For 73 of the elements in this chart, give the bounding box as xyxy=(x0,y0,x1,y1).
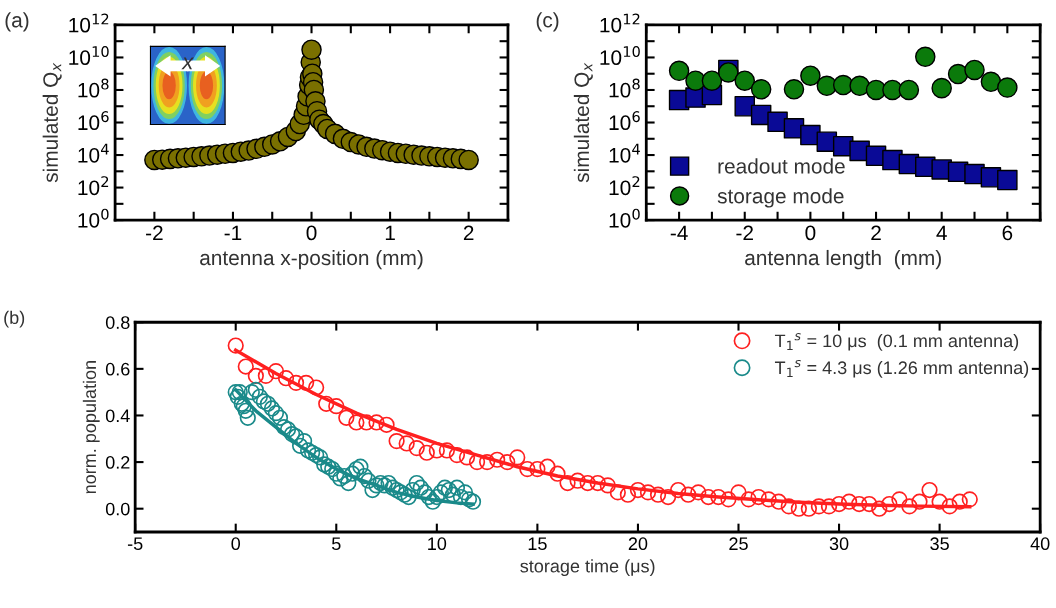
x-tick-label: -2 xyxy=(736,225,753,241)
x-tick-label: 20 xyxy=(628,537,648,551)
x-tick-label: 5 xyxy=(331,537,341,551)
x-tick-label: -1 xyxy=(224,225,242,241)
x-axis-title: antenna x-position (mm) xyxy=(200,249,423,270)
point xyxy=(783,79,805,100)
y-tick-label: 10$^{0}$ xyxy=(609,208,640,228)
x-tick-label: 0 xyxy=(306,225,317,241)
point xyxy=(734,95,756,117)
point xyxy=(898,79,920,101)
y-tick-label: 10$^{2}$ xyxy=(78,176,109,196)
point xyxy=(458,149,479,171)
x-tick-label: 25 xyxy=(729,537,748,551)
y-tick-label: 0.2 xyxy=(105,456,130,469)
legend-label: readout mode xyxy=(718,158,845,174)
legend-label: storage mode xyxy=(717,188,844,208)
legend-label: T$_{1}$$^{s}$ = 10 μs (0.1 mm antenna) xyxy=(774,333,1019,351)
x-tick-label: -2 xyxy=(146,225,163,241)
y-axis-title: simulated Q$_{x}$ xyxy=(42,62,62,183)
point xyxy=(668,60,690,82)
x-tick-label: 10 xyxy=(428,537,447,551)
point xyxy=(849,75,870,97)
y-tick-label: 10$^{8}$ xyxy=(609,78,640,98)
x-tick-label: 40 xyxy=(1030,537,1050,551)
y-tick-label: 0.4 xyxy=(105,409,130,423)
x-tick-label: 4 xyxy=(936,225,947,241)
point xyxy=(832,74,854,96)
text: (a) xyxy=(5,12,29,32)
y-tick-label: 10$^{6}$ xyxy=(609,111,640,131)
point xyxy=(931,77,952,99)
x-tick-label: 1 xyxy=(385,225,395,241)
x-tick-label: 6 xyxy=(1002,225,1013,241)
x-tick-label: 15 xyxy=(528,537,547,551)
point xyxy=(980,71,1002,93)
x-tick-label: 35 xyxy=(930,537,949,551)
y-tick-label: 10$^{8}$ xyxy=(78,78,109,98)
x-tick-label: 0 xyxy=(231,537,241,551)
text: (b) xyxy=(4,310,25,328)
y-tick-label: 0.8 xyxy=(105,316,130,329)
y-tick-label: 10$^{6}$ xyxy=(78,111,109,131)
x-tick-label: 2 xyxy=(871,225,881,241)
y-tick-label: 10$^{12}$ xyxy=(600,13,640,33)
y-axis-title: simulated Q$_{x}$ xyxy=(573,62,593,183)
x-tick-label: -5 xyxy=(127,537,143,551)
y-tick-label: 10$^{0}$ xyxy=(78,208,109,228)
x-tick-label: 0 xyxy=(805,225,816,241)
point xyxy=(301,39,322,60)
y-tick-label: 10$^{10}$ xyxy=(69,46,109,66)
point xyxy=(997,77,1018,98)
y-tick-label: 0.0 xyxy=(105,502,130,516)
y-tick-label: 10$^{10}$ xyxy=(600,46,640,66)
y-tick-label: 10$^{2}$ xyxy=(609,176,640,196)
point xyxy=(800,65,821,86)
point xyxy=(701,70,723,92)
point xyxy=(997,169,1018,191)
point xyxy=(964,59,985,81)
x-tick-label: 30 xyxy=(829,537,849,551)
x-axis-title: antenna length (mm) xyxy=(745,249,941,270)
legend-label: T$_{1}$$^{s}$ = 4.3 μs (1.26 mm antenna) xyxy=(774,359,1029,378)
point xyxy=(734,70,756,92)
x-axis-title: storage time (μs) xyxy=(520,559,655,577)
y-tick-label: 10$^{4}$ xyxy=(609,143,640,163)
y-axis-title: norm. population xyxy=(82,361,100,494)
y-tick-label: 0.6 xyxy=(105,362,130,376)
point xyxy=(750,79,772,100)
point xyxy=(947,63,969,85)
annotation: x xyxy=(181,57,194,70)
x-tick-label: -4 xyxy=(670,225,688,241)
x-tick-label: 2 xyxy=(463,225,474,241)
point xyxy=(915,46,936,68)
y-tick-label: 10$^{12}$ xyxy=(69,13,109,33)
y-tick-label: 10$^{4}$ xyxy=(78,143,109,163)
text: (c) xyxy=(536,12,559,32)
